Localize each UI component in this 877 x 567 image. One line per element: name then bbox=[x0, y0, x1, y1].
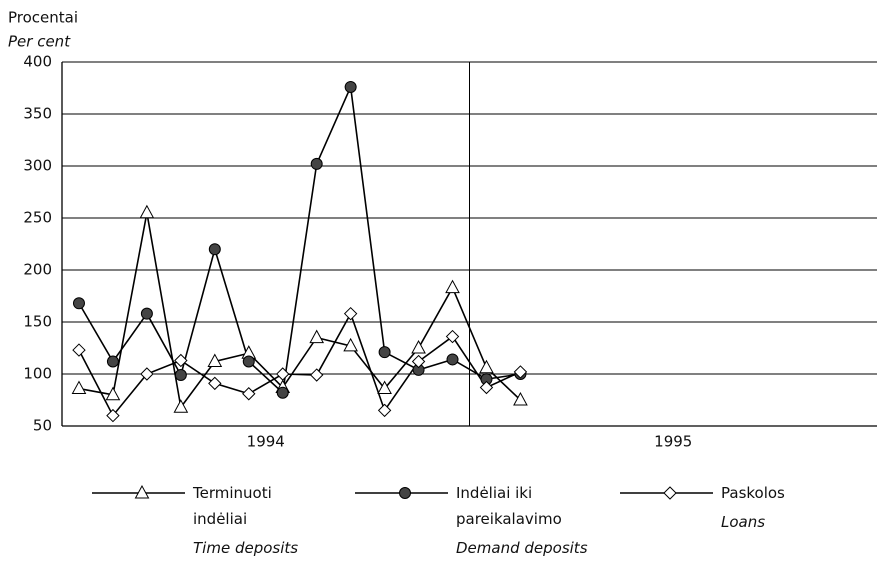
data-point bbox=[276, 367, 290, 381]
legend-label-en: Demand deposits bbox=[456, 539, 588, 557]
y-axis-title: Procentai bbox=[8, 9, 78, 27]
data-point bbox=[479, 359, 494, 374]
data-point bbox=[174, 353, 188, 368]
data-point bbox=[411, 339, 426, 354]
data-point bbox=[71, 380, 87, 395]
x-group-label: 1995 bbox=[654, 433, 692, 451]
data-point bbox=[72, 343, 86, 357]
legend-marker bbox=[134, 484, 150, 499]
data-point bbox=[105, 386, 121, 401]
data-point bbox=[106, 408, 120, 423]
y-tick-label: 100 bbox=[23, 365, 52, 383]
data-point bbox=[378, 346, 391, 359]
data-point bbox=[208, 376, 222, 391]
data-point bbox=[479, 380, 494, 395]
series-line bbox=[78, 84, 521, 395]
y-tick-label: 250 bbox=[23, 209, 52, 227]
y-axis-title-en: Per cent bbox=[8, 33, 71, 51]
data-point bbox=[309, 368, 324, 382]
series-line bbox=[78, 311, 521, 418]
legend-entry: Paskolos Loans bbox=[721, 480, 821, 535]
y-tick-label: 150 bbox=[23, 313, 52, 331]
data-point bbox=[377, 380, 392, 395]
legend-entry: Terminuoti indėliai Time deposits bbox=[193, 480, 298, 561]
data-point bbox=[140, 307, 153, 320]
data-point bbox=[343, 337, 358, 352]
data-point bbox=[513, 391, 528, 406]
data-point bbox=[106, 355, 119, 368]
data-point bbox=[445, 279, 460, 294]
data-point bbox=[343, 306, 358, 321]
data-point bbox=[377, 403, 392, 418]
data-point bbox=[513, 365, 528, 379]
data-point bbox=[445, 329, 460, 344]
data-point bbox=[207, 353, 223, 368]
legend-label: Terminuoti indėliai bbox=[193, 484, 272, 528]
legend-label: Indėliai iki pareikalavimo bbox=[456, 484, 562, 528]
data-point bbox=[344, 80, 357, 93]
data-point bbox=[310, 157, 323, 170]
data-point bbox=[242, 387, 256, 401]
legend-entry: Indėliai iki pareikalavimo Demand deposit… bbox=[456, 480, 588, 561]
series-line bbox=[78, 212, 521, 410]
data-point bbox=[276, 386, 289, 399]
y-tick-label: 200 bbox=[23, 261, 52, 279]
legend-label-en: Time deposits bbox=[193, 539, 299, 557]
y-tick-label: 400 bbox=[23, 53, 52, 71]
legend-label: Paskolos bbox=[721, 484, 785, 502]
data-point bbox=[411, 354, 426, 369]
legend-marker bbox=[663, 486, 677, 500]
data-point bbox=[208, 243, 221, 256]
x-group-label: 1994 bbox=[247, 433, 285, 451]
legend-marker bbox=[399, 487, 411, 499]
y-tick-label: 50 bbox=[33, 417, 52, 435]
legend-label-en: Loans bbox=[721, 513, 766, 531]
data-point bbox=[446, 353, 459, 366]
y-tick-label: 300 bbox=[23, 157, 52, 175]
data-point bbox=[139, 204, 155, 219]
data-point bbox=[140, 367, 154, 381]
y-tick-label: 350 bbox=[23, 105, 52, 123]
data-point bbox=[72, 297, 85, 310]
data-point bbox=[309, 329, 325, 344]
data-point bbox=[174, 369, 187, 382]
data-point bbox=[173, 399, 189, 413]
data-point bbox=[242, 355, 255, 368]
